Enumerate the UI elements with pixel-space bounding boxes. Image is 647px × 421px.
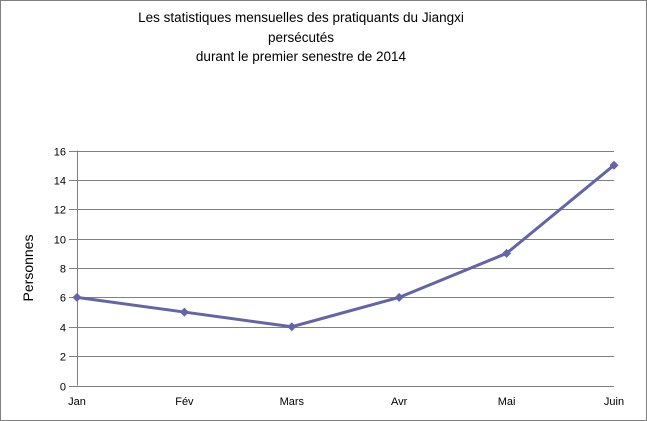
x-tick-label: Juin <box>604 396 624 408</box>
y-tick-label: 8 <box>60 264 66 276</box>
x-tick-label: Avr <box>391 396 408 408</box>
y-tick-label: 12 <box>54 205 66 217</box>
x-tick-label: Jan <box>68 396 86 408</box>
y-tick-label: 10 <box>54 235 66 247</box>
chart-title-line-1: Les statistiques mensuelles des pratiqua… <box>138 10 464 25</box>
y-axis-title: Personnes <box>20 235 36 302</box>
y-tick-label: 6 <box>60 293 66 305</box>
x-tick-label: Mars <box>280 396 305 408</box>
data-point-marker <box>179 307 189 317</box>
x-tick-label: Mai <box>498 396 516 408</box>
chart-title-line-2: persécutés <box>267 29 335 45</box>
y-tick-label: 4 <box>60 323 66 335</box>
data-point-marker <box>394 292 404 302</box>
chart-title: Les statistiques mensuelles des pratiqua… <box>1 8 601 67</box>
y-tick-label: 2 <box>60 352 66 364</box>
y-tick-label: 0 <box>60 382 66 394</box>
series-line <box>75 163 616 329</box>
y-tick-label: 14 <box>54 176 66 188</box>
x-tick-label: Fév <box>175 396 194 408</box>
chart-title-line-3: durant le premier senestre de 2014 <box>195 49 407 64</box>
data-point-marker <box>72 292 82 302</box>
data-point-marker <box>287 322 297 332</box>
data-point-marker <box>609 160 619 170</box>
y-tick-label: 16 <box>54 147 66 159</box>
data-point-marker <box>502 248 512 258</box>
